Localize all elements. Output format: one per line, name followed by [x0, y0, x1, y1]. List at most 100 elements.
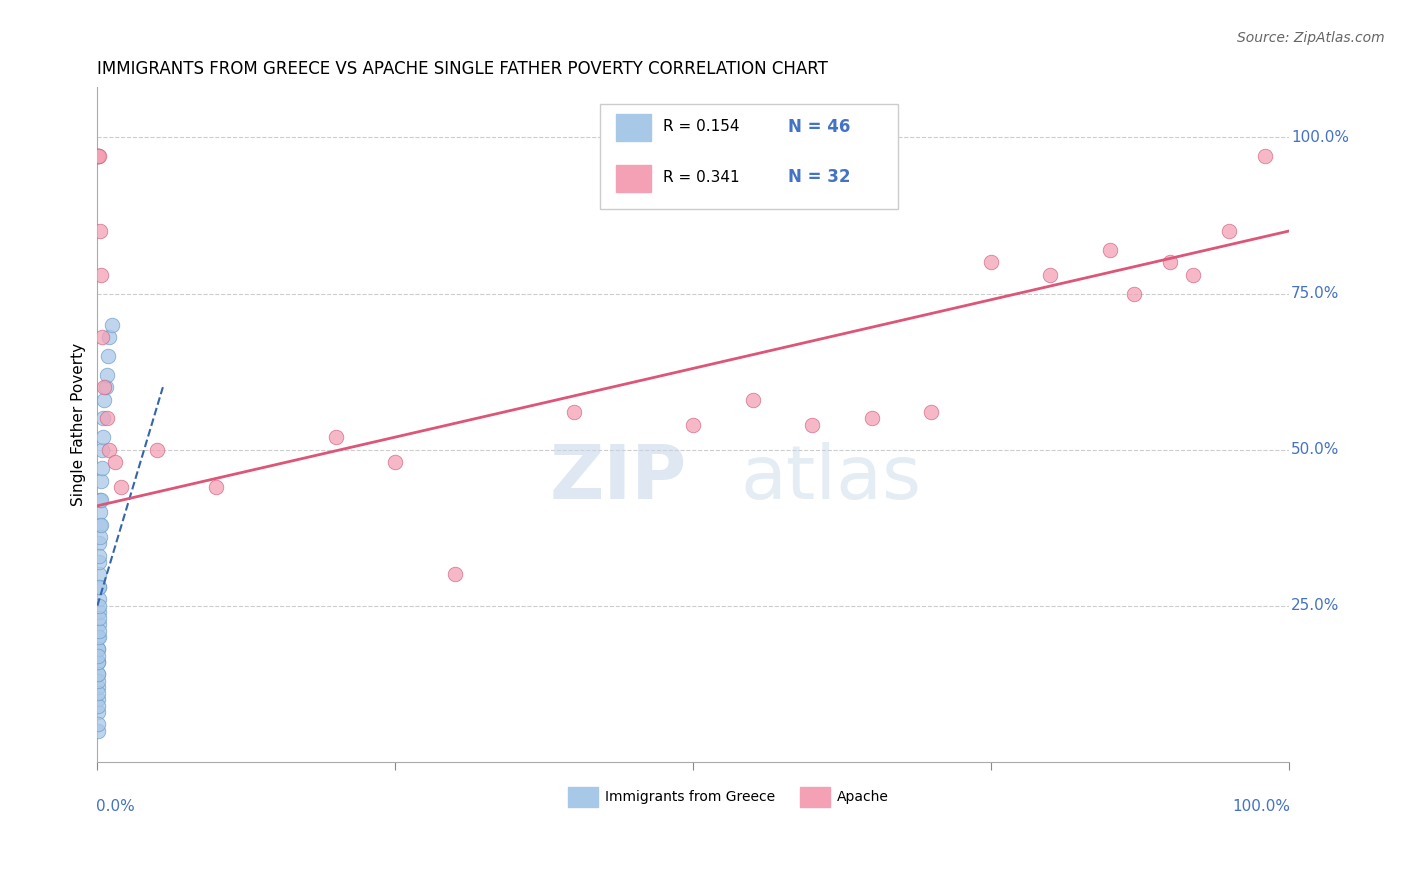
Point — [1098, 243, 1121, 257]
Point — [325, 430, 347, 444]
Point — [89, 492, 111, 507]
Text: ZIP: ZIP — [550, 442, 688, 515]
Point — [89, 536, 111, 550]
Point — [920, 405, 942, 419]
Point — [100, 318, 122, 332]
Point — [87, 592, 110, 607]
Bar — [800, 787, 830, 807]
Text: 0.0%: 0.0% — [96, 799, 135, 814]
Point — [90, 474, 112, 488]
Point — [89, 580, 111, 594]
Point — [87, 149, 110, 163]
Point — [87, 692, 110, 706]
Point — [90, 517, 112, 532]
Point — [1254, 149, 1277, 163]
Point — [87, 149, 110, 163]
Point — [87, 580, 110, 594]
Point — [87, 611, 110, 625]
Text: R = 0.154: R = 0.154 — [664, 120, 740, 134]
Point — [86, 717, 108, 731]
Point — [87, 617, 110, 632]
Point — [110, 480, 132, 494]
Text: atlas: atlas — [741, 442, 922, 515]
Point — [87, 630, 110, 644]
Point — [87, 149, 110, 163]
Point — [89, 549, 111, 563]
Point — [89, 530, 111, 544]
Point — [1218, 224, 1240, 238]
Point — [87, 686, 110, 700]
Point — [91, 330, 114, 344]
Point — [98, 330, 121, 344]
Text: 50.0%: 50.0% — [1291, 442, 1340, 457]
Point — [801, 417, 824, 432]
Text: N = 46: N = 46 — [789, 118, 851, 136]
Point — [97, 349, 120, 363]
Point — [87, 630, 110, 644]
Point — [87, 149, 110, 163]
Bar — [616, 165, 651, 192]
Text: Source: ZipAtlas.com: Source: ZipAtlas.com — [1237, 31, 1385, 45]
Point — [90, 492, 112, 507]
Point — [87, 567, 110, 582]
Point — [87, 667, 110, 681]
Text: 75.0%: 75.0% — [1291, 286, 1340, 301]
Text: Immigrants from Greece: Immigrants from Greece — [605, 789, 775, 804]
Point — [87, 655, 110, 669]
Point — [86, 723, 108, 738]
Point — [90, 268, 112, 282]
Point — [1182, 268, 1205, 282]
Text: 100.0%: 100.0% — [1232, 799, 1289, 814]
Bar — [616, 114, 651, 142]
Point — [89, 505, 111, 519]
Point — [87, 655, 110, 669]
Point — [87, 599, 110, 613]
Point — [104, 455, 127, 469]
Point — [90, 461, 112, 475]
Point — [146, 442, 169, 457]
Point — [1159, 255, 1181, 269]
Point — [205, 480, 228, 494]
Point — [87, 667, 110, 681]
Point — [94, 380, 117, 394]
Point — [562, 405, 585, 419]
Point — [96, 411, 118, 425]
Point — [91, 442, 114, 457]
Point — [741, 392, 763, 407]
Point — [96, 368, 118, 382]
Point — [87, 642, 110, 657]
Point — [89, 517, 111, 532]
Point — [93, 392, 115, 407]
Y-axis label: Single Father Poverty: Single Father Poverty — [72, 343, 86, 506]
Text: N = 32: N = 32 — [789, 169, 851, 186]
Point — [86, 705, 108, 719]
Point — [91, 430, 114, 444]
Point — [93, 380, 115, 394]
Point — [87, 642, 110, 657]
Point — [98, 442, 121, 457]
Point — [1039, 268, 1062, 282]
Text: Apache: Apache — [837, 789, 889, 804]
Point — [87, 673, 110, 688]
Bar — [568, 787, 598, 807]
Point — [87, 698, 110, 713]
Point — [980, 255, 1002, 269]
Point — [87, 624, 110, 638]
Point — [87, 648, 110, 663]
Text: IMMIGRANTS FROM GREECE VS APACHE SINGLE FATHER POVERTY CORRELATION CHART: IMMIGRANTS FROM GREECE VS APACHE SINGLE … — [97, 60, 828, 78]
Point — [1122, 286, 1144, 301]
Point — [91, 411, 114, 425]
Point — [384, 455, 406, 469]
Point — [86, 149, 108, 163]
Point — [443, 567, 465, 582]
Point — [682, 417, 704, 432]
Point — [89, 555, 111, 569]
Point — [860, 411, 883, 425]
Point — [87, 605, 110, 619]
Text: 25.0%: 25.0% — [1291, 599, 1340, 613]
Point — [89, 224, 111, 238]
Point — [87, 680, 110, 694]
FancyBboxPatch shape — [600, 104, 898, 209]
Text: 100.0%: 100.0% — [1291, 130, 1348, 145]
Text: R = 0.341: R = 0.341 — [664, 169, 740, 185]
